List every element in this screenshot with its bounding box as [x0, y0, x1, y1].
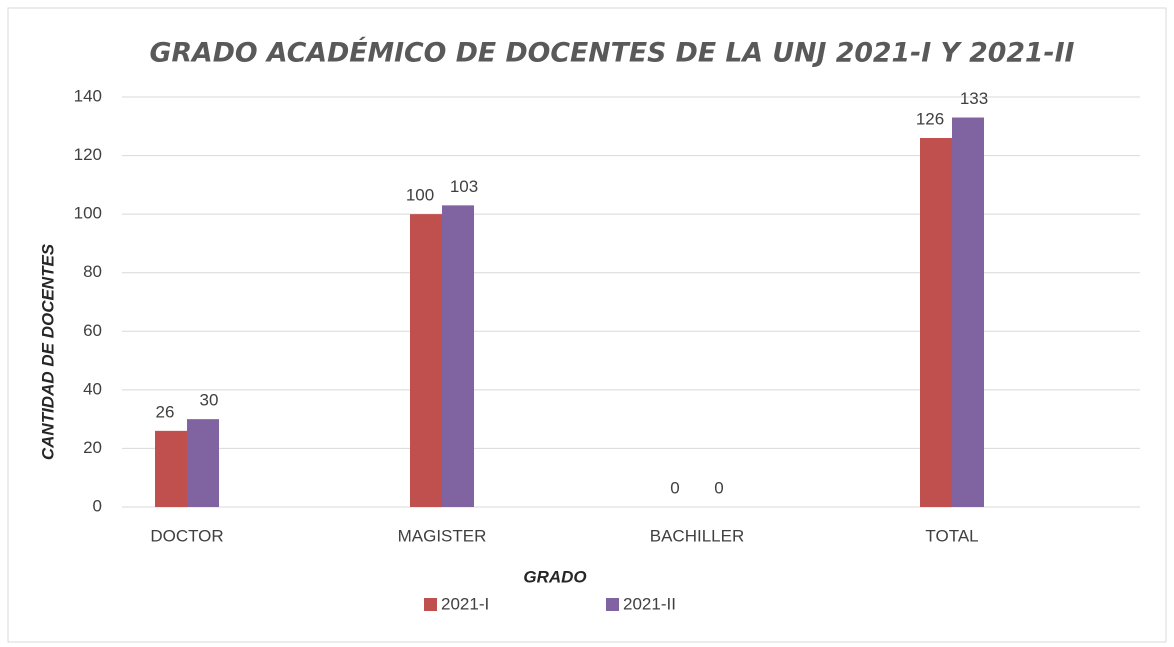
- x-axis-title: GRADO: [523, 567, 586, 586]
- y-axis-title: CANTIDAD DE DOCENTES: [38, 243, 57, 460]
- data-label: 133: [960, 89, 988, 108]
- bar: [155, 430, 187, 507]
- data-label: 126: [916, 109, 944, 128]
- y-tick-label: 40: [83, 379, 102, 398]
- bar: [187, 419, 219, 507]
- chart-border: [7, 7, 1167, 643]
- chart-title: GRADO ACADÉMICO DE DOCENTES DE LA UNJ 20…: [150, 37, 1075, 69]
- data-label: 26: [156, 402, 175, 421]
- bar: [410, 214, 442, 507]
- y-tick-label: 0: [93, 496, 102, 515]
- x-tick-label: BACHILLER: [650, 526, 744, 545]
- data-label: 100: [406, 186, 434, 205]
- x-tick-label: TOTAL: [925, 526, 978, 545]
- legend-label: 2021-II: [623, 594, 676, 613]
- x-tick-label: DOCTOR: [150, 526, 223, 545]
- y-tick-label: 140: [74, 86, 102, 105]
- bar: [442, 205, 474, 507]
- y-tick-label: 20: [83, 438, 102, 457]
- data-label: 0: [714, 478, 723, 497]
- data-label: 0: [670, 478, 679, 497]
- legend-label: 2021-I: [441, 594, 489, 613]
- y-tick-label: 80: [83, 262, 102, 281]
- y-tick-label: 120: [74, 145, 102, 164]
- data-label: 30: [200, 391, 219, 410]
- bar: [920, 138, 952, 507]
- y-tick-label: 60: [83, 321, 102, 340]
- y-tick-label: 100: [74, 204, 102, 223]
- x-tick-label: MAGISTER: [398, 526, 487, 545]
- data-label: 103: [450, 177, 478, 196]
- legend-swatch: [424, 598, 437, 611]
- bar: [952, 117, 984, 507]
- legend-swatch: [606, 598, 619, 611]
